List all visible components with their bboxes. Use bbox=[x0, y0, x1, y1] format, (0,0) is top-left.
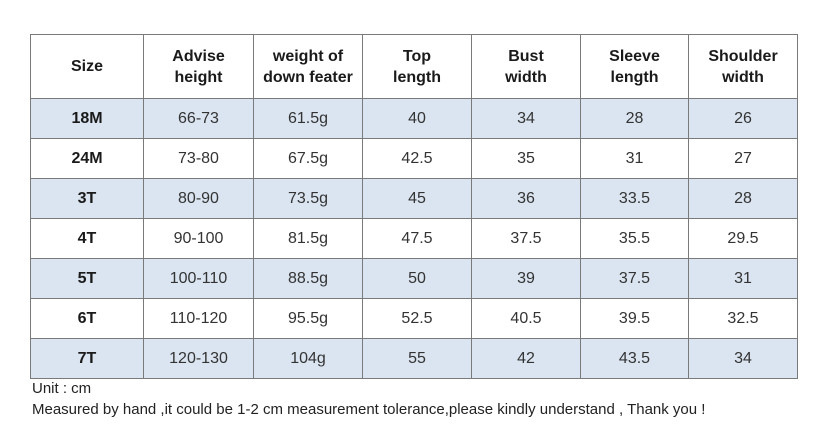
table-header-row: Size Advise height weight of down feater T… bbox=[30, 34, 798, 99]
advise-height-cell: 73-80 bbox=[143, 138, 254, 179]
size-cell: 4T bbox=[30, 218, 144, 259]
sleeve-length-cell: 43.5 bbox=[580, 338, 689, 379]
size-cell: 24M bbox=[30, 138, 144, 179]
shoulder-width-cell: 28 bbox=[688, 178, 798, 219]
bust-width-cell: 34 bbox=[471, 98, 581, 139]
sleeve-length-cell: 31 bbox=[580, 138, 689, 179]
header-shoulder-width: Shoulder width bbox=[688, 34, 798, 99]
bust-width-cell: 36 bbox=[471, 178, 581, 219]
top-length-cell: 55 bbox=[362, 338, 472, 379]
table-row: 6T 110-120 95.5g 52.5 40.5 39.5 32.5 bbox=[30, 298, 798, 339]
shoulder-width-cell: 29.5 bbox=[688, 218, 798, 259]
table-row: 4T 90-100 81.5g 47.5 37.5 35.5 29.5 bbox=[30, 218, 798, 259]
sleeve-length-cell: 39.5 bbox=[580, 298, 689, 339]
table-row: 7T 120-130 104g 55 42 43.5 34 bbox=[30, 338, 798, 379]
advise-height-cell: 110-120 bbox=[143, 298, 254, 339]
bust-width-cell: 35 bbox=[471, 138, 581, 179]
top-length-cell: 47.5 bbox=[362, 218, 472, 259]
down-weight-cell: 67.5g bbox=[253, 138, 363, 179]
bust-width-cell: 42 bbox=[471, 338, 581, 379]
unit-note: Unit : cm bbox=[32, 380, 92, 397]
sleeve-length-cell: 33.5 bbox=[580, 178, 689, 219]
advise-height-cell: 120-130 bbox=[143, 338, 254, 379]
bust-width-cell: 40.5 bbox=[471, 298, 581, 339]
shoulder-width-cell: 34 bbox=[688, 338, 798, 379]
down-weight-cell: 81.5g bbox=[253, 218, 363, 259]
down-weight-cell: 61.5g bbox=[253, 98, 363, 139]
header-bust-width: Bust width bbox=[471, 34, 581, 99]
size-chart-table: Size Advise height weight of down feater T… bbox=[30, 34, 798, 379]
top-length-cell: 40 bbox=[362, 98, 472, 139]
table-row: 3T 80-90 73.5g 45 36 33.5 28 bbox=[30, 178, 798, 219]
advise-height-cell: 66-73 bbox=[143, 98, 254, 139]
sleeve-length-cell: 37.5 bbox=[580, 258, 689, 299]
size-cell: 6T bbox=[30, 298, 144, 339]
top-length-cell: 42.5 bbox=[362, 138, 472, 179]
header-advise-height: Advise height bbox=[143, 34, 254, 99]
shoulder-width-cell: 31 bbox=[688, 258, 798, 299]
table-row: 18M 66-73 61.5g 40 34 28 26 bbox=[30, 98, 798, 139]
header-sleeve-length: Sleeve length bbox=[580, 34, 689, 99]
table-row: 5T 100-110 88.5g 50 39 37.5 31 bbox=[30, 258, 798, 299]
size-cell: 18M bbox=[30, 98, 144, 139]
bust-width-cell: 37.5 bbox=[471, 218, 581, 259]
advise-height-cell: 90-100 bbox=[143, 218, 254, 259]
down-weight-cell: 104g bbox=[253, 338, 363, 379]
measurement-note: Measured by hand ,it could be 1-2 cm mea… bbox=[32, 401, 706, 418]
shoulder-width-cell: 32.5 bbox=[688, 298, 798, 339]
down-weight-cell: 88.5g bbox=[253, 258, 363, 299]
top-length-cell: 50 bbox=[362, 258, 472, 299]
advise-height-cell: 80-90 bbox=[143, 178, 254, 219]
header-down-weight: weight of down feater bbox=[253, 34, 363, 99]
top-length-cell: 45 bbox=[362, 178, 472, 219]
top-length-cell: 52.5 bbox=[362, 298, 472, 339]
table-row: 24M 73-80 67.5g 42.5 35 31 27 bbox=[30, 138, 798, 179]
size-cell: 7T bbox=[30, 338, 144, 379]
header-top-length: Top length bbox=[362, 34, 472, 99]
bust-width-cell: 39 bbox=[471, 258, 581, 299]
size-cell: 3T bbox=[30, 178, 144, 219]
sleeve-length-cell: 35.5 bbox=[580, 218, 689, 259]
advise-height-cell: 100-110 bbox=[143, 258, 254, 299]
size-cell: 5T bbox=[30, 258, 144, 299]
shoulder-width-cell: 26 bbox=[688, 98, 798, 139]
header-size: Size bbox=[30, 34, 144, 99]
down-weight-cell: 73.5g bbox=[253, 178, 363, 219]
shoulder-width-cell: 27 bbox=[688, 138, 798, 179]
down-weight-cell: 95.5g bbox=[253, 298, 363, 339]
sleeve-length-cell: 28 bbox=[580, 98, 689, 139]
